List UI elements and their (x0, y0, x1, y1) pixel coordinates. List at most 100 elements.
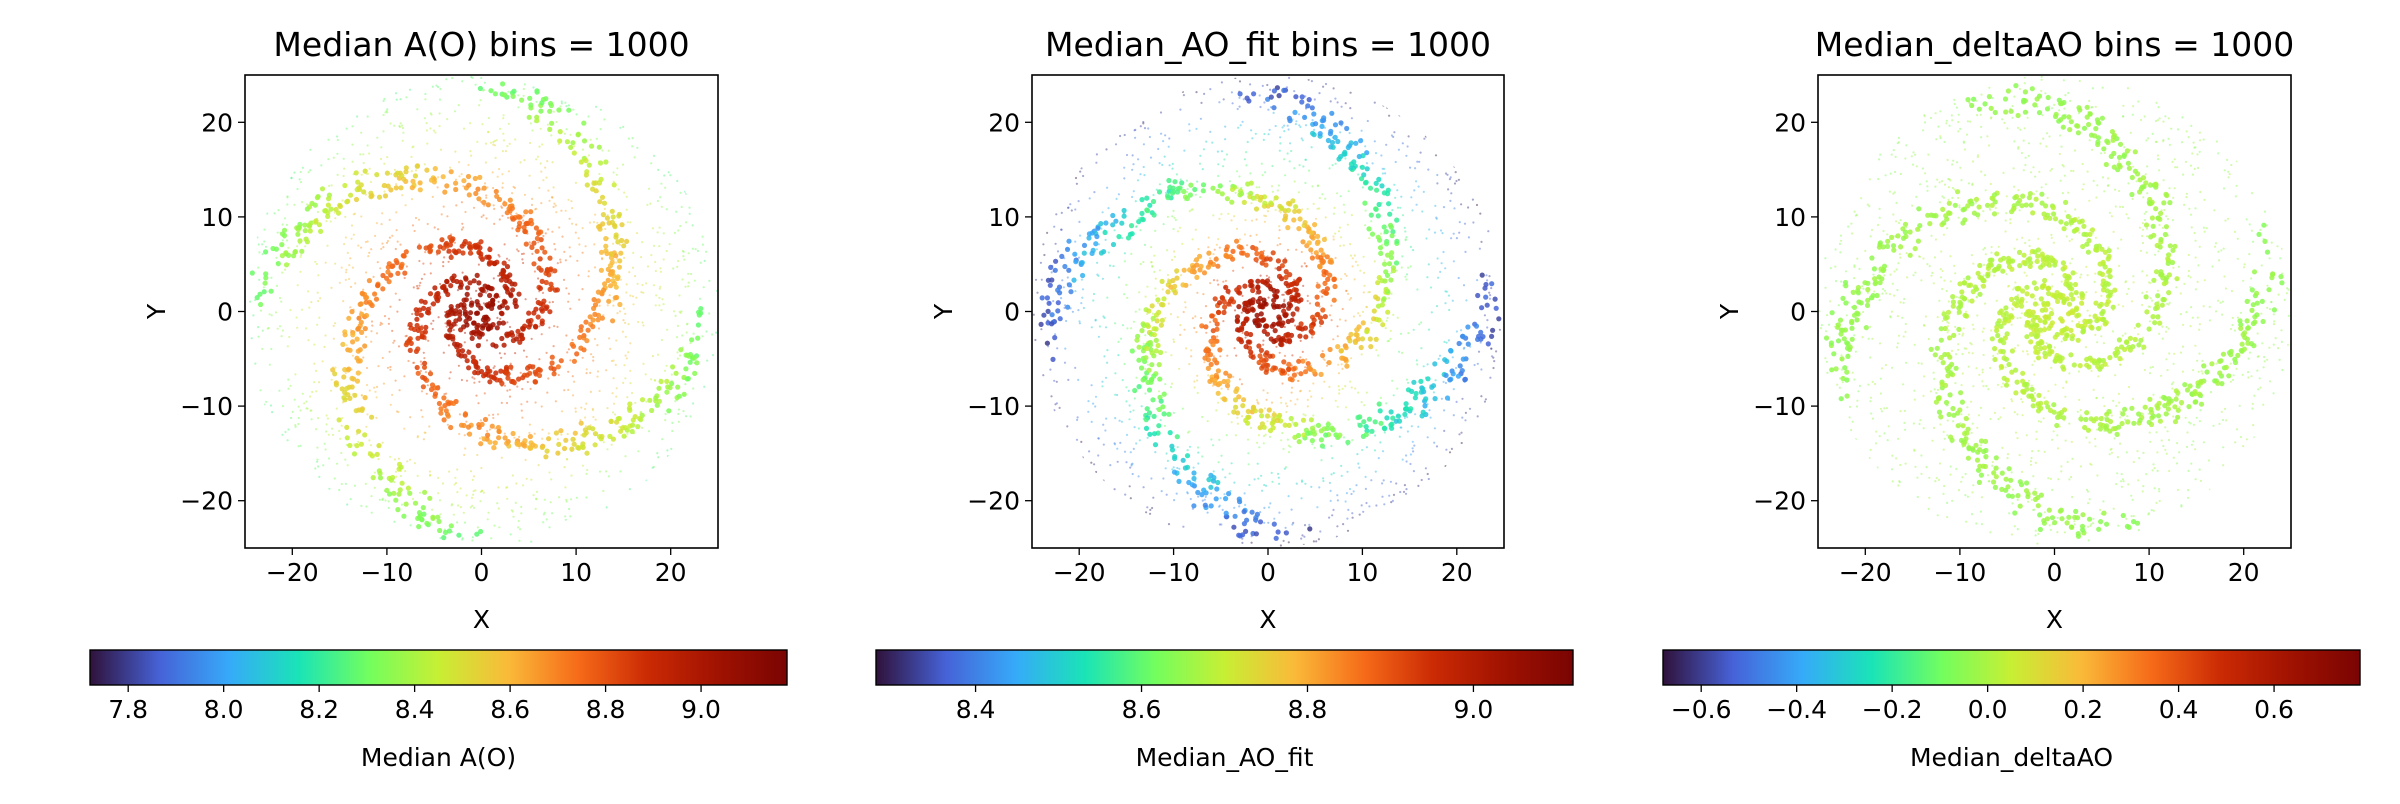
scatter-point (661, 298, 663, 300)
scatter-point (1340, 278, 1342, 280)
scatter-point (396, 229, 398, 231)
scatter-point (1462, 377, 1467, 382)
scatter-point (1304, 182, 1306, 184)
scatter-point (1942, 270, 1944, 272)
scatter-point (678, 347, 683, 352)
scatter-point (1147, 368, 1152, 373)
scatter-point (1454, 182, 1456, 184)
scatter-point (487, 293, 492, 298)
scatter-point (377, 195, 382, 200)
scatter-point (1354, 278, 1356, 280)
scatter-point (1171, 168, 1173, 170)
scatter-point (1214, 249, 1216, 251)
scatter-point (1373, 419, 1378, 424)
scatter-point (313, 363, 315, 365)
scatter-point (587, 163, 592, 168)
scatter-point (1217, 347, 1222, 352)
scatter-point (356, 115, 358, 117)
scatter-point (1297, 380, 1299, 382)
scatter-point (1263, 442, 1265, 444)
scatter-point (1076, 419, 1078, 421)
scatter-point (1183, 94, 1185, 96)
scatter-point (1272, 88, 1277, 93)
scatter-point (1048, 283, 1053, 288)
scatter-point (622, 164, 624, 166)
scatter-point (1171, 215, 1173, 217)
scatter-point (1315, 295, 1320, 300)
scatter-point (567, 389, 569, 391)
scatter-point (325, 430, 327, 432)
scatter-point (430, 323, 432, 325)
scatter-point (1352, 265, 1354, 267)
scatter-point (1333, 87, 1335, 89)
scatter-point (1245, 151, 1247, 153)
x-tick-label: −10 (361, 558, 414, 587)
scatter-point (1344, 364, 1349, 369)
scatter-point (483, 417, 488, 422)
scatter-point (587, 275, 589, 277)
scatter-point (630, 429, 635, 434)
scatter-point (1239, 106, 1241, 108)
scatter-point (422, 361, 427, 366)
scatter-point (1450, 237, 1452, 239)
scatter-point (1271, 250, 1276, 255)
scatter-point (1259, 357, 1264, 362)
scatter-point (313, 344, 315, 346)
scatter-point (1377, 202, 1382, 207)
scatter-point (439, 112, 441, 114)
scatter-point (1333, 135, 1338, 140)
scatter-point (453, 318, 458, 323)
scatter-point (486, 430, 488, 432)
scatter-point (1364, 432, 1369, 437)
scatter-point (492, 144, 494, 146)
scatter-point (1298, 371, 1303, 376)
scatter-point (593, 180, 598, 185)
scatter-point (1057, 250, 1059, 252)
scatter-point (1261, 490, 1263, 492)
scatter-point (537, 373, 542, 378)
scatter-point (1126, 235, 1131, 240)
scatter-point (1103, 230, 1108, 235)
scatter-point (370, 330, 372, 332)
scatter-point (577, 335, 582, 340)
scatter-point (401, 194, 403, 196)
scatter-point (1331, 277, 1336, 282)
scatter-point (1166, 249, 1168, 251)
scatter-point (1361, 320, 1366, 325)
scatter-point (1209, 88, 1211, 90)
scatter-point (1077, 309, 1079, 311)
scatter-point (1094, 405, 1096, 407)
scatter-point (1080, 441, 1082, 443)
scatter-point (1351, 439, 1353, 441)
scatter-point (1395, 161, 1397, 163)
scatter-point (1309, 325, 1314, 330)
scatter-point (677, 413, 679, 415)
scatter-point (328, 457, 330, 459)
scatter-point (502, 92, 507, 97)
disk-scatter (1818, 76, 2289, 545)
scatter-point (308, 228, 313, 233)
scatter-point (1265, 434, 1267, 436)
scatter-point (380, 286, 385, 291)
scatter-point (659, 286, 661, 288)
scatter-point (1258, 434, 1260, 436)
scatter-point (1374, 188, 1379, 193)
scatter-point (317, 211, 319, 213)
disk-scatter (249, 76, 718, 543)
scatter-point (560, 261, 562, 263)
scatter-point (478, 306, 483, 311)
scatter-point (702, 236, 704, 238)
colorbar-tick-label: 9.0 (1454, 695, 1494, 724)
scatter-point (380, 158, 382, 160)
scatter-point (569, 134, 571, 136)
scatter-point (443, 206, 445, 208)
scatter-point (1243, 98, 1245, 100)
scatter-point (1354, 332, 1359, 337)
scatter-point (608, 337, 610, 339)
scatter-point (582, 465, 584, 467)
scatter-point (1188, 192, 1193, 197)
scatter-point (1319, 124, 1324, 129)
scatter-point (1167, 216, 1169, 218)
scatter-point (1485, 303, 1490, 308)
scatter-point (469, 300, 474, 305)
